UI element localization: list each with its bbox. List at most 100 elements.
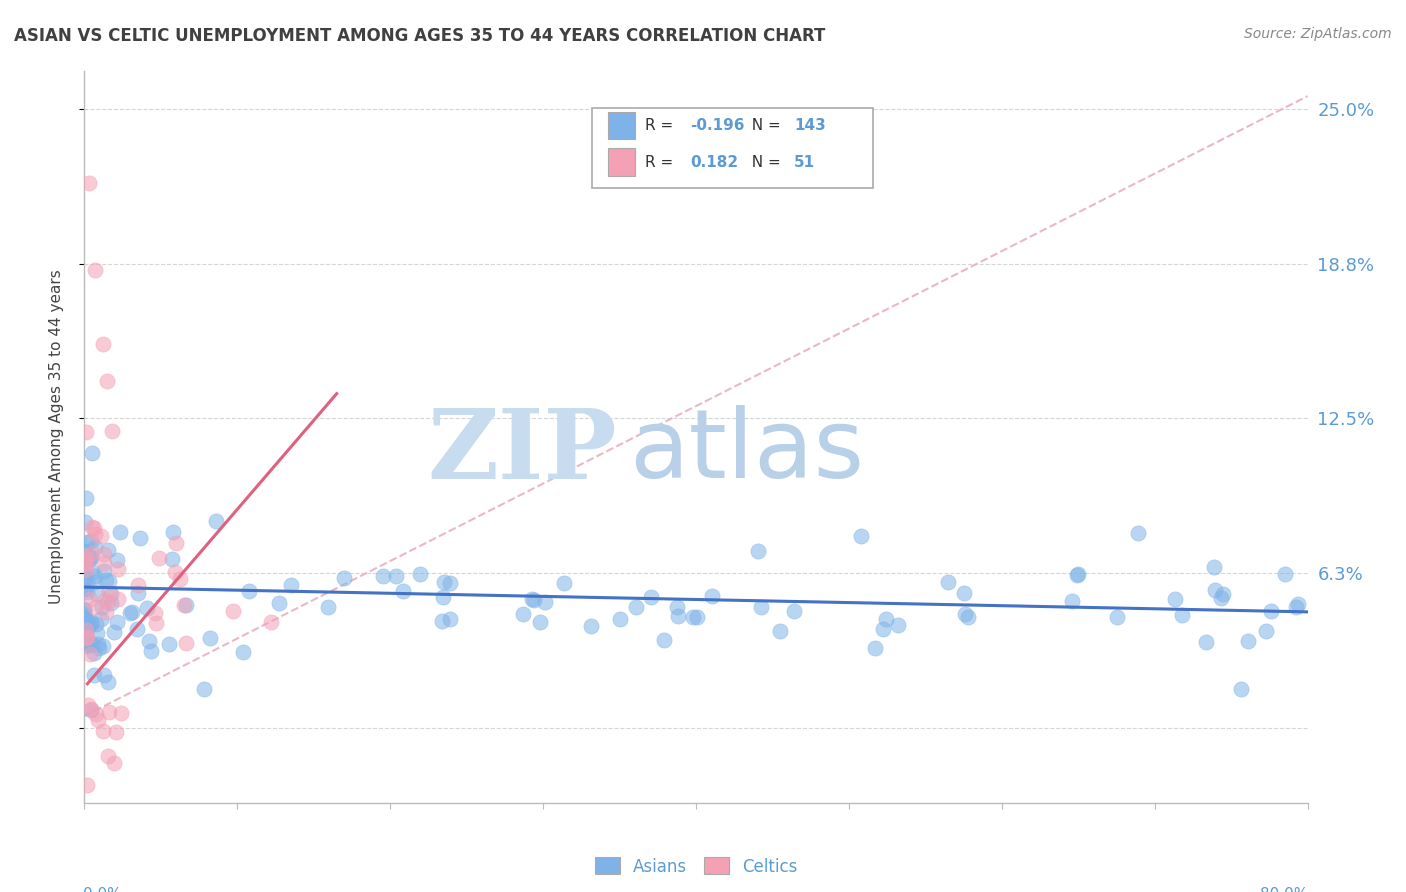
Point — [90, 529, 112, 543]
Text: 80.0%: 80.0% — [1260, 887, 1309, 892]
Point — [222, 604, 245, 618]
Point — [77, 617, 100, 632]
Point — [640, 590, 662, 604]
Point — [83, 646, 105, 660]
Point — [101, 424, 124, 438]
Point — [75, 639, 97, 653]
Point — [80, 520, 103, 534]
Point — [84, 540, 107, 554]
Point — [1195, 634, 1218, 648]
Point — [97, 674, 120, 689]
Point — [432, 614, 454, 628]
Text: N =: N = — [742, 154, 786, 169]
Point — [75, 623, 97, 637]
Point — [93, 547, 115, 561]
Point — [872, 622, 894, 636]
Point — [97, 595, 120, 609]
Point — [83, 569, 105, 583]
Text: 0.182: 0.182 — [690, 154, 738, 169]
Text: Source: ZipAtlas.com: Source: ZipAtlas.com — [1244, 27, 1392, 41]
Point — [232, 645, 254, 659]
Point — [75, 551, 97, 566]
Point — [86, 637, 108, 651]
Point — [863, 640, 886, 655]
Point — [103, 625, 125, 640]
Point — [685, 609, 707, 624]
Point — [200, 631, 222, 645]
Point — [163, 565, 186, 579]
Point — [76, 535, 98, 549]
Point — [80, 533, 103, 548]
Point — [100, 596, 122, 610]
Point — [105, 725, 128, 739]
Point — [76, 622, 98, 636]
Point — [534, 595, 557, 609]
Point — [80, 615, 103, 629]
Point — [121, 605, 143, 619]
Point — [80, 703, 103, 717]
Point — [83, 600, 105, 615]
Point — [98, 574, 121, 588]
Point — [91, 337, 114, 351]
Point — [77, 698, 100, 713]
Point — [76, 575, 98, 590]
Point — [432, 590, 454, 604]
Point — [1204, 583, 1226, 598]
Point — [1286, 597, 1309, 611]
Point — [73, 624, 96, 639]
Point — [1284, 600, 1306, 615]
Point — [139, 643, 162, 657]
Point — [93, 564, 115, 578]
Bar — [607, 112, 636, 139]
Point — [204, 514, 226, 528]
Point — [94, 606, 117, 620]
Point — [73, 601, 96, 615]
Point — [371, 569, 394, 583]
Point — [409, 566, 432, 581]
Text: 0.0%: 0.0% — [83, 887, 122, 892]
Point — [75, 562, 97, 576]
Point — [783, 603, 806, 617]
Point — [75, 425, 97, 439]
Point — [86, 626, 108, 640]
Point — [1105, 610, 1128, 624]
Point — [523, 593, 546, 607]
Point — [1254, 624, 1277, 638]
Point — [108, 525, 131, 540]
Point — [956, 609, 979, 624]
Point — [91, 640, 114, 654]
Point — [157, 636, 180, 650]
Point — [118, 607, 141, 621]
Point — [520, 591, 543, 606]
Point — [1229, 681, 1251, 696]
Point — [83, 575, 105, 590]
Point — [143, 606, 166, 620]
Point — [105, 553, 128, 567]
Point — [76, 584, 98, 599]
Point — [73, 636, 96, 650]
Point — [652, 632, 675, 647]
Point — [75, 611, 97, 625]
Point — [80, 549, 103, 564]
Point — [887, 618, 910, 632]
Text: ASIAN VS CELTIC UNEMPLOYMENT AMONG AGES 35 TO 44 YEARS CORRELATION CHART: ASIAN VS CELTIC UNEMPLOYMENT AMONG AGES … — [14, 27, 825, 45]
Text: ZIP: ZIP — [427, 405, 616, 499]
Point — [76, 635, 98, 649]
Point — [86, 586, 108, 600]
Point — [1060, 593, 1083, 607]
Point — [747, 543, 769, 558]
Point — [682, 609, 704, 624]
Point — [73, 611, 96, 625]
Text: N =: N = — [742, 118, 786, 133]
Point — [1171, 608, 1194, 623]
FancyBboxPatch shape — [592, 108, 873, 188]
Point — [1212, 587, 1234, 601]
Point — [82, 546, 104, 560]
Point — [75, 623, 97, 637]
Point — [82, 446, 104, 460]
Point — [87, 641, 110, 656]
Point — [385, 569, 408, 583]
Point — [512, 607, 534, 622]
Point — [145, 615, 167, 630]
Point — [174, 636, 197, 650]
